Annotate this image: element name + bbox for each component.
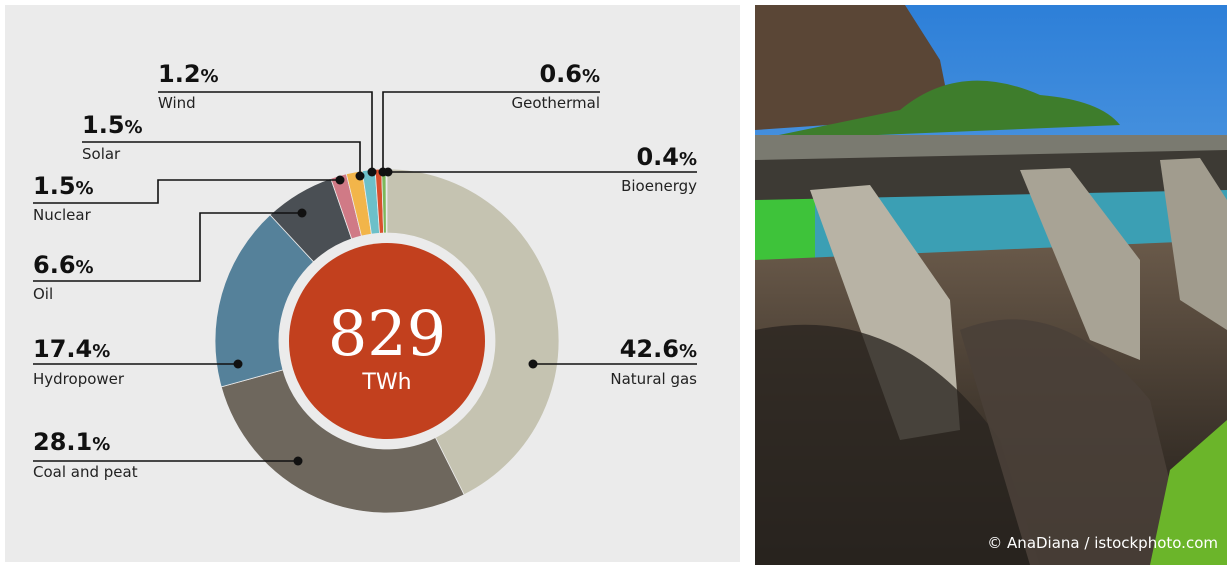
donut-segment	[220, 369, 465, 514]
callout-dot	[528, 359, 538, 369]
callout-line	[82, 141, 361, 176]
data-label: 1.5%	[82, 111, 143, 139]
category-label: Natural gas	[610, 370, 697, 388]
callout-dot	[293, 456, 303, 466]
category-label: Hydropower	[33, 370, 125, 388]
donut-segment	[386, 168, 560, 496]
category-label: Geothermal	[511, 94, 600, 112]
total-unit: TWh	[361, 370, 411, 395]
data-label: 6.6%	[33, 251, 94, 279]
photo-credit: © AnaDiana / istockphoto.com	[987, 534, 1218, 552]
callout-line	[382, 91, 600, 172]
data-label: 28.1%	[33, 428, 110, 456]
callout-dot	[297, 208, 307, 218]
callout-line	[158, 91, 373, 172]
data-label: 42.6%	[620, 335, 697, 363]
photo	[755, 5, 1227, 565]
callout-dot	[335, 175, 345, 185]
callout-dot	[355, 171, 365, 181]
callout-dot	[383, 167, 393, 177]
callout-dot	[367, 167, 377, 177]
callout-line	[33, 179, 340, 204]
category-label: Nuclear	[33, 206, 92, 224]
category-label: Solar	[82, 145, 121, 163]
callout-dot	[233, 359, 243, 369]
data-label: 1.5%	[33, 172, 94, 200]
center-ring	[289, 243, 485, 439]
callout-line	[33, 212, 302, 282]
total-value: 829	[328, 297, 446, 370]
category-label: Oil	[33, 285, 53, 303]
category-label: Bioenergy	[621, 177, 697, 195]
data-label: 0.4%	[636, 143, 697, 171]
category-label: Coal and peat	[33, 463, 138, 481]
data-label: 1.2%	[158, 60, 219, 88]
data-label: 0.6%	[539, 60, 600, 88]
category-label: Wind	[158, 94, 196, 112]
data-label: 17.4%	[33, 335, 110, 363]
